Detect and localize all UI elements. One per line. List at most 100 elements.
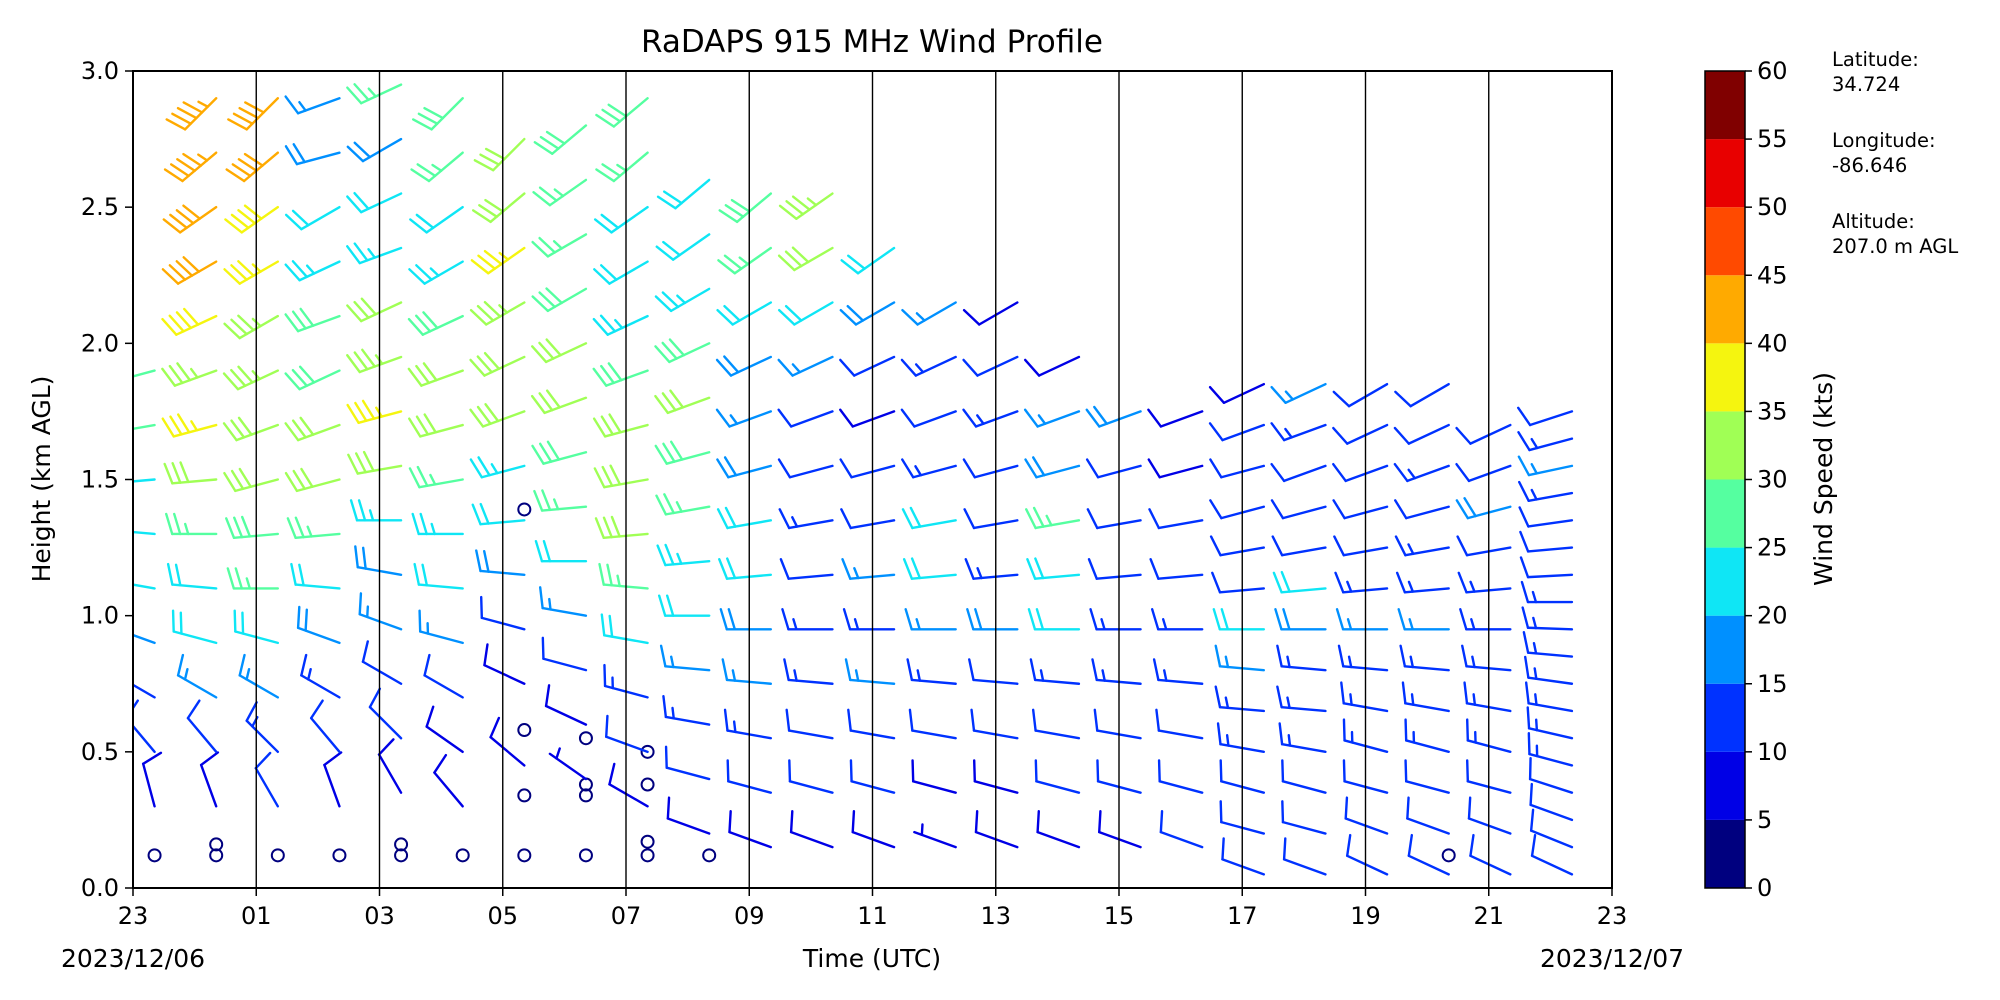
y-tick-label: 1.5	[81, 466, 119, 494]
barb-full	[1212, 608, 1222, 631]
barb-full	[300, 467, 314, 488]
barb-full	[109, 560, 111, 581]
barb-full	[598, 562, 605, 586]
calm-circle	[578, 788, 593, 803]
barb-staff	[913, 410, 957, 428]
barb-half	[1407, 580, 1415, 593]
barb-full	[168, 264, 187, 281]
barb-full	[968, 658, 975, 682]
wind-barb	[1281, 800, 1327, 835]
barb-full	[1150, 608, 1160, 631]
barb-full	[284, 372, 301, 391]
barb-full	[358, 592, 363, 616]
barb-full	[911, 759, 915, 783]
wind-barb	[1276, 644, 1327, 672]
wind-barb	[723, 708, 773, 740]
wind-barb	[407, 362, 464, 387]
wind-barb	[777, 355, 834, 377]
barb-full	[361, 399, 376, 420]
barb-staff	[481, 410, 526, 428]
barb-staff	[133, 423, 156, 431]
barb-full	[422, 311, 439, 330]
barb-full	[237, 365, 254, 384]
calm-circle	[455, 848, 470, 863]
barb-full	[174, 563, 182, 587]
wind-barb	[718, 557, 773, 580]
barb-full	[226, 567, 236, 590]
barb-full	[657, 594, 667, 617]
barb-staff	[1344, 464, 1389, 483]
barb-half	[1284, 390, 1295, 401]
barb-full	[1219, 800, 1223, 824]
barb-staff	[1526, 626, 1574, 631]
wind-barb	[411, 512, 464, 536]
barb-full	[417, 112, 439, 125]
barb-full	[1333, 535, 1345, 557]
wind-barb	[471, 502, 526, 526]
wind-barb	[1024, 456, 1081, 479]
barb-staff	[733, 246, 773, 275]
barb-full	[110, 413, 119, 432]
wind-barb	[900, 355, 957, 377]
barb-full	[1281, 800, 1285, 824]
barb-full	[661, 341, 678, 360]
barb-staff	[1526, 651, 1574, 658]
barb-staff	[1404, 739, 1450, 754]
colorbar-tick-label: 40	[1757, 329, 1788, 357]
wind-barb	[595, 97, 649, 128]
wind-barb	[1528, 757, 1574, 794]
barb-half	[676, 294, 687, 305]
barb-full	[1456, 535, 1469, 557]
colorbar-tick-label: 25	[1757, 534, 1788, 562]
barb-staff	[296, 423, 341, 442]
barb-staff	[133, 530, 156, 536]
barb-full	[222, 422, 238, 442]
barb-full	[839, 408, 854, 428]
barb-staff	[1159, 410, 1204, 428]
barb-staff	[300, 205, 341, 231]
barb-full	[594, 517, 605, 540]
barb-full	[476, 304, 495, 322]
wind-barb	[1518, 506, 1574, 528]
barb-full	[779, 558, 790, 580]
barb-full	[1282, 837, 1287, 861]
wind-barb	[1282, 837, 1327, 876]
barb-staff	[1469, 423, 1512, 445]
barb-staff	[1347, 382, 1389, 408]
barb-full	[1463, 681, 1469, 705]
wind-barb	[489, 716, 526, 767]
wind-barb	[222, 365, 280, 391]
wind-barb	[593, 205, 649, 234]
wind-barb	[245, 701, 280, 754]
barb-full	[538, 586, 544, 610]
longitude-label: Longitude:	[1832, 129, 1936, 152]
barb-full	[715, 408, 731, 428]
barb-full	[531, 444, 545, 465]
wind-barb	[715, 408, 773, 428]
barb-full	[791, 195, 811, 211]
barb-full	[1469, 833, 1475, 857]
barb-full	[1342, 718, 1346, 742]
x-tick-label: 23	[1597, 902, 1628, 930]
wind-barb	[962, 355, 1019, 377]
barb-staff	[546, 287, 588, 313]
barb-full	[600, 213, 620, 230]
barb-full	[846, 304, 865, 322]
wind-barb	[161, 413, 218, 438]
barb-full	[415, 264, 433, 281]
x-tick-label: 07	[611, 902, 642, 930]
barb-half	[555, 747, 561, 760]
barb-full	[1034, 759, 1038, 783]
wind-barb	[368, 687, 403, 740]
barb-staff	[358, 246, 403, 265]
barb-half	[791, 516, 799, 528]
wind-barb	[851, 810, 896, 849]
barb-full	[1465, 718, 1470, 742]
wind-barb	[161, 362, 218, 387]
wind-barb	[605, 714, 649, 754]
barb-full	[222, 372, 240, 391]
barb-half	[1534, 718, 1539, 732]
wind-barb	[544, 684, 588, 726]
barb-half	[676, 552, 683, 565]
